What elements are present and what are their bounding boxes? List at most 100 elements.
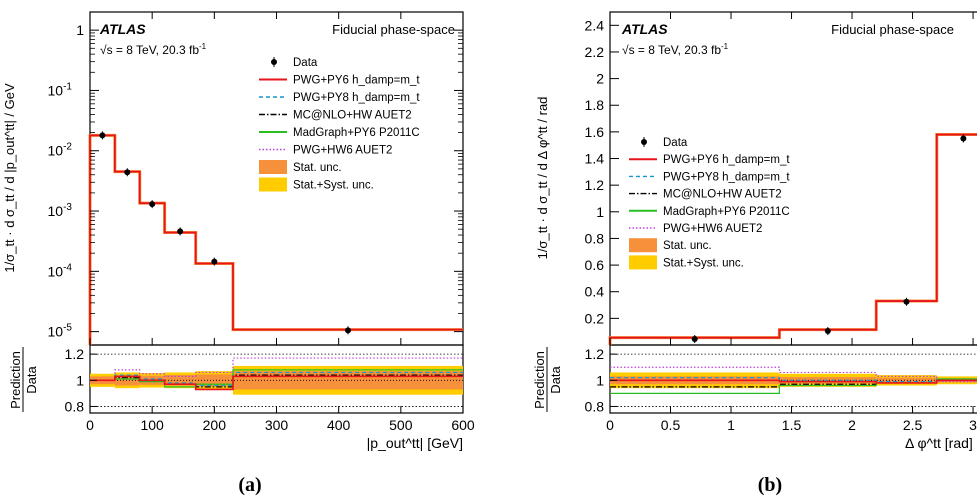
ratio-y-tick-label: 1.2 — [585, 346, 605, 362]
ratio-y-tick-label: 0.8 — [65, 398, 85, 414]
x-tick-label: 100 — [140, 417, 164, 433]
ratio-y-tick-label: 1 — [76, 372, 84, 388]
x-tick-label: 0 — [606, 417, 614, 433]
ratio-stat-band — [195, 374, 233, 387]
legend-label: PWG+PY6 h_damp=m_t — [293, 75, 420, 87]
panel-b-y-axis-label: 1/σ_tt · d σ_tt / d Δ φ^tt / rad — [535, 97, 550, 260]
x-tick-label: 1.5 — [782, 417, 802, 433]
legend-label: Data — [663, 137, 688, 149]
panel-b-ratio-label-bottom: Data — [548, 366, 563, 394]
panel-a-subfigure-label: (a) — [238, 474, 261, 496]
y-tick-label: 10-3 — [48, 202, 73, 219]
panel-a-prediction-lines — [88, 133, 463, 345]
data-point — [124, 169, 131, 176]
x-tick-label: 2.5 — [903, 417, 923, 433]
x-tick-label: 3 — [969, 417, 977, 433]
y-tick-label: 1.4 — [585, 151, 605, 167]
ratio-stat-band — [114, 375, 140, 386]
panel-a-region-label: Fiducial phase-space — [332, 22, 455, 37]
data-point — [824, 328, 831, 335]
ratio-y-tick-label: 0.8 — [585, 398, 605, 414]
legend-label: PWG+HW6 AUET2 — [293, 145, 392, 157]
legend-swatch — [629, 238, 657, 253]
panel-a-atlas-label: ATLAS — [99, 21, 146, 37]
legend-label: Stat. unc. — [293, 162, 342, 174]
ratio-y-tick-label: 1 — [596, 372, 604, 388]
legend-label: MC@NLO+HW AUET2 — [293, 110, 412, 122]
y-tick-label: 10-5 — [48, 323, 73, 340]
y-tick-label: 0.6 — [585, 257, 605, 273]
data-point — [691, 336, 698, 343]
panel-a-ratio-label-top: Prediction — [8, 351, 23, 409]
legend-marker — [271, 59, 277, 65]
y-tick-label: 1.6 — [585, 124, 605, 140]
legend-label: Stat.+Syst. unc. — [663, 257, 744, 269]
prediction-histogram — [89, 134, 463, 345]
panel-b-data-points — [691, 134, 967, 344]
panel-b: 0 0.5 1 1.5 2 2.5 3 0.2 0.4 0.6 0.8 1 1.2 1.4 1.6 1.8 2 2… — [532, 11, 977, 496]
ratio-y-tick-label: 1.2 — [65, 346, 85, 362]
legend-label: MadGraph+PY6 P2011C — [293, 127, 420, 139]
legend-label: PWG+PY8 h_damp=m_t — [293, 92, 420, 104]
panel-a-energy-label: √s = 8 TeV, 20.3 fb-1 — [100, 42, 207, 57]
ratio-line-series — [90, 375, 463, 391]
panel-a-x-axis-label: |p_out^tt| [GeV] — [367, 435, 463, 451]
y-tick-label: 0.4 — [585, 284, 605, 300]
y-tick-label: 10-1 — [48, 81, 73, 98]
y-tick-label: 0.8 — [585, 230, 605, 246]
data-point — [960, 135, 967, 142]
legend-label: MC@NLO+HW AUET2 — [663, 189, 782, 201]
y-tick-label: 2 — [596, 71, 604, 87]
x-tick-label: 200 — [203, 417, 227, 433]
panel-b-prediction-lines — [608, 133, 977, 345]
panel-b-ratio-label-top: Prediction — [532, 351, 547, 409]
legend-label: Stat.+Syst. unc. — [293, 180, 374, 192]
legend-label: PWG+PY8 h_damp=m_t — [663, 171, 790, 183]
ratio-line-series — [610, 379, 977, 384]
data-point — [344, 327, 351, 334]
panel-a-ratio-label-bottom: Data — [24, 366, 39, 394]
y-tick-label: 1.8 — [585, 97, 605, 113]
data-point — [149, 201, 156, 208]
panel-a-data-points — [99, 131, 351, 335]
x-tick-label: 2 — [848, 417, 856, 433]
x-tick-label: 0.5 — [661, 417, 681, 433]
panel-b-ratio-lines — [610, 366, 977, 394]
panel-b-x-axis-label: Δ φ^tt [rad] — [905, 435, 973, 451]
x-tick-label: 0 — [86, 417, 94, 433]
legend-label: PWG+HW6 AUET2 — [663, 223, 762, 235]
panel-b-subfigure-label: (b) — [758, 474, 782, 496]
legend-label: PWG+PY6 h_damp=m_t — [663, 154, 790, 166]
legend-swatch — [629, 255, 657, 270]
data-point — [99, 132, 106, 139]
panel-a-legend: Data PWG+PY6 h_damp=m_t PWG+PY8 h_damp=m_t… — [259, 57, 420, 192]
legend-marker — [641, 139, 647, 145]
ratio-stat-band — [876, 377, 937, 383]
y-tick-label: 10-4 — [48, 262, 73, 279]
panel-b-ticks: 0 0.5 1 1.5 2 2.5 3 0.2 0.4 0.6 0.8 1 1.2 1.4 1.6 1.8 2 2… — [585, 12, 977, 433]
panel-b-atlas-label: ATLAS — [621, 21, 668, 37]
panel-b-region-label: Fiducial phase-space — [831, 22, 954, 37]
x-tick-label: 600 — [451, 417, 475, 433]
panel-a: 0 100 200 300 400 500 600 10-5 10-4 10-3 10-2 10-1 1… — [2, 11, 475, 496]
y-tick-label: 1 — [76, 22, 84, 38]
legend-label: MadGraph+PY6 P2011C — [663, 206, 790, 218]
panel-a-ticks: 0 100 200 300 400 500 600 10-5 10-4 10-3 10-2 10-1 1… — [48, 12, 475, 433]
legend-swatch — [259, 177, 287, 192]
data-point — [211, 258, 218, 265]
legend-label: Stat. unc. — [663, 240, 712, 252]
legend-swatch — [259, 160, 287, 174]
x-tick-label: 1 — [727, 417, 735, 433]
y-tick-label: 0.2 — [585, 310, 605, 326]
panel-a-y-axis-label: 1/σ_tt · d σ_tt / d |p_out^tt| / GeV — [2, 83, 17, 273]
x-tick-label: 500 — [389, 417, 413, 433]
y-tick-label: 1 — [596, 204, 604, 220]
y-tick-label: 10-2 — [48, 142, 73, 159]
data-point — [903, 298, 910, 305]
panel-b-energy-label: √s = 8 TeV, 20.3 fb-1 — [622, 42, 729, 57]
y-tick-label: 2.4 — [585, 17, 605, 33]
legend-label: Data — [293, 57, 318, 69]
panel-a-ratio-lines — [90, 357, 463, 391]
data-point — [177, 228, 184, 235]
